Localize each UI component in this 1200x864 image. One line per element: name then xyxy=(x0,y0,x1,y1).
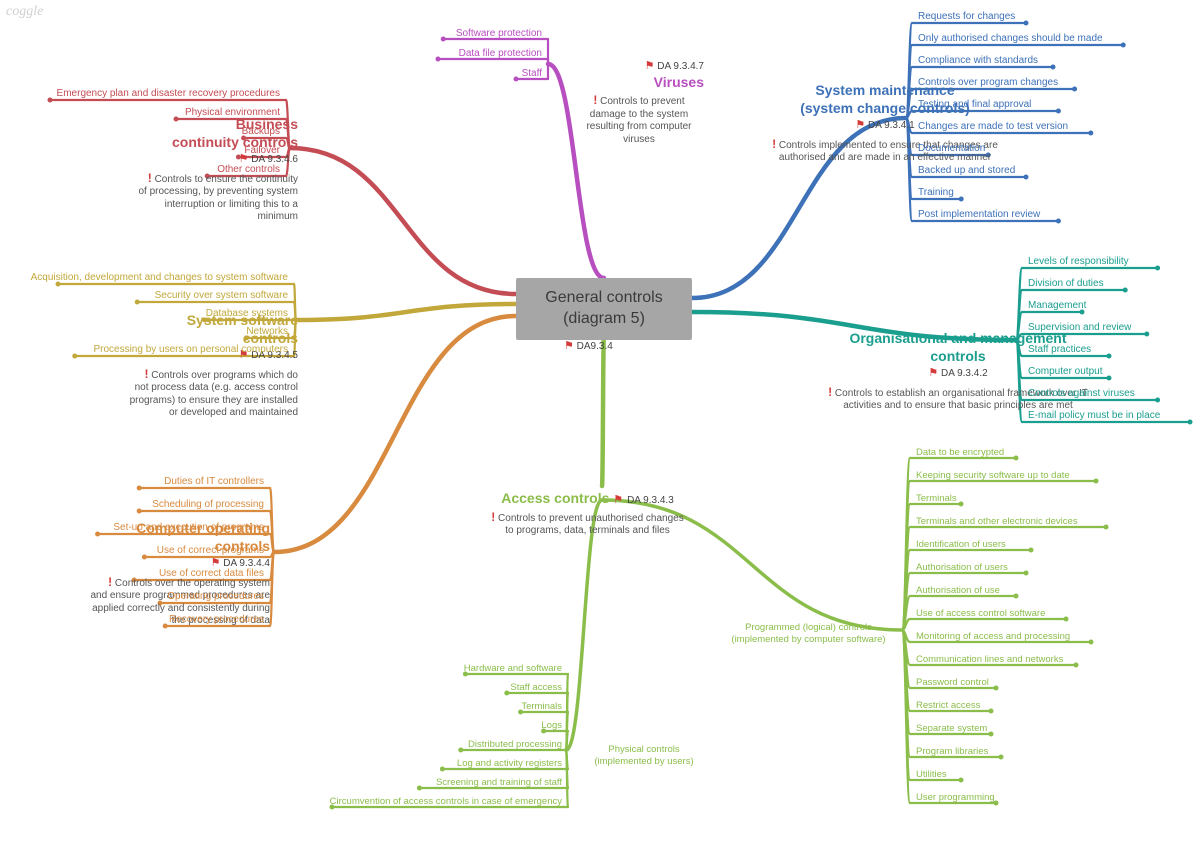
leaf: Documentation xyxy=(918,143,1178,156)
leaf: Backups xyxy=(20,126,280,139)
branch-access: Access controls ⚑ DA 9.3.4.3 ! Controls … xyxy=(490,490,685,538)
leaf: Authorisation of use xyxy=(916,585,1156,597)
leaf: Scheduling of processing xyxy=(4,499,264,512)
alert-icon: ! xyxy=(491,510,495,524)
leaf: E-mail policy must be in place xyxy=(1028,410,1200,423)
alert-icon: ! xyxy=(828,385,832,399)
leaf: Testing and final approval xyxy=(918,99,1178,112)
leaf: Password control xyxy=(916,677,1156,689)
leaf: Hardware and software xyxy=(302,663,562,675)
leaf: Other controls xyxy=(20,164,280,177)
leaf: Terminals xyxy=(916,493,1156,505)
leaf: Data to be encrypted xyxy=(916,447,1156,459)
leaf: Use of access control software xyxy=(916,608,1156,620)
leaf: Keeping security software up to date xyxy=(916,470,1156,482)
root-line2: (diagram 5) xyxy=(563,310,645,327)
leaf: Program libraries xyxy=(916,746,1156,758)
leaf: Staff practices xyxy=(1028,344,1200,357)
leaf: Acquisition, development and changes to … xyxy=(28,272,288,285)
leaf: Management xyxy=(1028,300,1200,313)
flag-icon: ⚑ xyxy=(564,340,574,352)
leaf: Physical environment xyxy=(20,107,280,120)
leaf: Compliance with standards xyxy=(918,55,1178,68)
root-line1: General controls xyxy=(545,289,662,306)
leaf: Software protection xyxy=(382,28,542,41)
leaf: Security over system software xyxy=(28,290,288,303)
leaf: Controls over program changes xyxy=(918,77,1178,90)
access-sub-programmed: Programmed (logical) controls(implemente… xyxy=(716,622,901,646)
leaf: Computer output xyxy=(1028,366,1200,379)
alert-icon: ! xyxy=(144,367,148,381)
leaf: Terminals xyxy=(302,701,562,713)
leaf: Only authorised changes should be made xyxy=(918,33,1178,46)
leaf: Changes are made to test version xyxy=(918,121,1178,134)
branch-title: Access controls ⚑ DA 9.3.4.3 xyxy=(490,490,685,508)
leaf: Supervision and review xyxy=(1028,322,1200,335)
leaf: Recovery procedures xyxy=(4,614,264,627)
leaf: Identification of users xyxy=(916,539,1156,551)
watermark: coggle xyxy=(6,4,43,20)
leaf: Log and activity registers xyxy=(302,758,562,770)
leaf: Division of duties xyxy=(1028,278,1200,291)
flag-icon: ⚑ xyxy=(855,119,865,131)
leaf: Staff access xyxy=(302,682,562,694)
leaf: Staff xyxy=(382,68,542,81)
leaf: Failover xyxy=(20,145,280,158)
leaf: Operating procedures xyxy=(4,591,264,604)
leaf: Screening and training of staff xyxy=(302,777,562,789)
leaf: User programming xyxy=(916,792,1156,804)
leaf: Networks xyxy=(28,326,288,339)
leaf: Distributed processing xyxy=(302,739,562,751)
leaf: Database systems xyxy=(28,308,288,321)
flag-icon: ⚑ xyxy=(613,494,623,506)
access-sub-physical: Physical controls(implemented by users) xyxy=(574,744,714,768)
leaf: Set-up and execution of programs xyxy=(4,522,264,535)
leaf: Communication lines and networks xyxy=(916,654,1156,666)
leaf: Post implementation review xyxy=(918,209,1178,222)
leaf: Levels of responsibility xyxy=(1028,256,1200,269)
leaf: Use of correct programs xyxy=(4,545,264,558)
flag-icon: ⚑ xyxy=(928,367,938,379)
leaf: Utilities xyxy=(916,769,1156,781)
branch-title: Viruses xyxy=(574,74,704,92)
alert-icon: ! xyxy=(593,93,597,107)
leaf: Circumvention of access controls in case… xyxy=(302,796,562,808)
root-node: General controls (diagram 5) xyxy=(516,278,692,340)
leaf: Use of correct data files xyxy=(4,568,264,581)
leaf: Training xyxy=(918,187,1178,200)
leaf: Restrict access xyxy=(916,700,1156,712)
leaf: Monitoring of access and processing xyxy=(916,631,1156,643)
leaf: Duties of IT controllers xyxy=(4,476,264,489)
branch-viruses: ⚑ DA 9.3.4.7 Viruses ! Controls to preve… xyxy=(574,60,704,146)
leaf: Separate system xyxy=(916,723,1156,735)
leaf: Requests for changes xyxy=(918,11,1178,24)
leaf: Processing by users on personal computer… xyxy=(28,344,288,357)
leaf: Controls against viruses xyxy=(1028,388,1200,401)
leaf: Authorisation of users xyxy=(916,562,1156,574)
flag-icon: ⚑ xyxy=(645,60,655,72)
leaf: Logs xyxy=(302,720,562,732)
alert-icon: ! xyxy=(772,137,776,151)
leaf: Data file protection xyxy=(382,48,542,61)
leaf: Terminals and other electronic devices xyxy=(916,516,1156,528)
leaf: Emergency plan and disaster recovery pro… xyxy=(20,88,280,101)
leaf: Backed up and stored xyxy=(918,165,1178,178)
